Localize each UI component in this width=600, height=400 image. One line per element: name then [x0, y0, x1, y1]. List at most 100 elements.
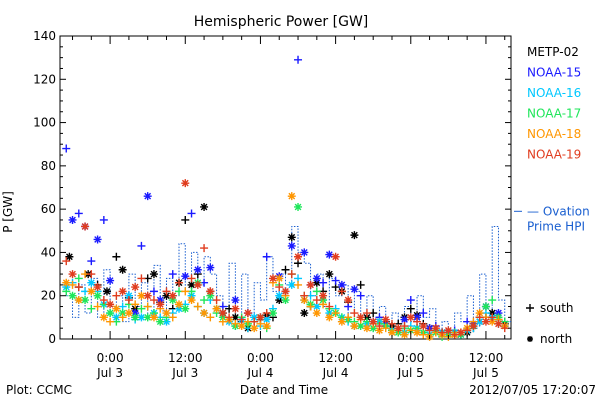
data-point — [481, 302, 490, 311]
x-tick-label-date: Jul 4 — [246, 366, 273, 380]
data-point — [93, 302, 102, 311]
data-point — [62, 144, 71, 153]
data-point — [187, 291, 196, 300]
data-point — [262, 252, 271, 261]
data-point — [413, 317, 422, 326]
data-point — [156, 300, 165, 309]
data-point — [331, 252, 340, 261]
legend: METP-02 NOAA-15 NOAA-16 NOAA-17 NOAA-18 NOAA-… — [526, 45, 581, 346]
data-point — [87, 278, 96, 287]
data-point — [275, 296, 284, 305]
data-point — [488, 317, 497, 326]
data-point — [143, 192, 152, 201]
data-point — [337, 317, 346, 326]
data-point — [149, 287, 158, 296]
x-tick-label-time: 0:00 — [397, 351, 424, 365]
data-point — [99, 296, 108, 305]
data-point — [300, 291, 309, 300]
data-point — [463, 326, 472, 335]
data-point — [312, 302, 321, 311]
data-point — [74, 274, 83, 283]
data-point — [275, 291, 284, 300]
data-point — [237, 322, 246, 331]
data-point — [500, 324, 509, 333]
data-point — [312, 296, 321, 305]
data-point — [481, 317, 490, 326]
data-point — [369, 317, 378, 326]
data-point — [325, 250, 334, 259]
data-point — [62, 278, 71, 287]
data-point — [394, 324, 403, 333]
ovation-label-line1: — Ovation — [527, 204, 590, 218]
data-point — [149, 296, 158, 305]
data-point — [168, 270, 177, 279]
data-point — [93, 283, 102, 292]
data-point — [137, 291, 146, 300]
marker-legend-north: north — [540, 332, 572, 346]
data-point — [281, 296, 290, 305]
data-point — [137, 304, 146, 313]
data-point — [356, 322, 365, 331]
data-point — [193, 302, 202, 311]
data-point — [300, 248, 309, 257]
data-point — [156, 317, 165, 326]
data-point — [106, 309, 115, 318]
data-point — [106, 317, 115, 326]
data-point — [74, 296, 83, 305]
data-point — [93, 291, 102, 300]
data-point — [124, 296, 133, 305]
data-point — [287, 233, 296, 242]
data-point — [406, 296, 415, 305]
x-tick-label-time: 0:00 — [97, 351, 124, 365]
data-point — [187, 209, 196, 218]
data-point — [112, 291, 121, 300]
data-point — [99, 313, 108, 322]
data-point — [488, 313, 497, 322]
timestamp-label: 2012/07/05 17:20:07 — [469, 383, 596, 397]
data-point — [181, 304, 190, 313]
ovation-label-line2: Prime HPI — [527, 219, 585, 233]
data-point — [212, 296, 221, 305]
data-point — [488, 309, 497, 318]
data-point — [419, 322, 428, 331]
data-point — [406, 313, 415, 322]
data-point — [306, 302, 315, 311]
data-point — [300, 296, 309, 305]
data-point — [362, 324, 371, 333]
data-point — [287, 270, 296, 279]
data-point — [131, 313, 140, 322]
data-point — [193, 280, 202, 289]
x-axis-label: Date and Time — [240, 383, 328, 397]
legend-entry-noaa-15: NOAA-15 — [527, 66, 581, 80]
data-point — [137, 274, 146, 283]
data-point — [162, 317, 171, 326]
data-point — [187, 280, 196, 289]
data-point — [450, 330, 459, 339]
data-point — [319, 291, 328, 300]
data-point — [256, 313, 265, 322]
data-point — [431, 324, 440, 333]
data-point — [312, 274, 321, 283]
legend-entry-noaa-17: NOAA-17 — [527, 107, 581, 121]
data-point — [319, 300, 328, 309]
data-point — [200, 296, 209, 305]
data-point — [262, 315, 271, 324]
data-point — [400, 322, 409, 331]
data-point — [74, 283, 83, 292]
data-point — [93, 235, 102, 244]
y-tick-label: 80 — [41, 159, 56, 173]
data-point — [68, 291, 77, 300]
data-point — [168, 313, 177, 322]
data-point — [494, 319, 503, 328]
data-point — [74, 209, 83, 218]
data-point — [294, 280, 303, 289]
data-point — [175, 300, 184, 309]
data-point — [375, 326, 384, 335]
marker-legend-south: south — [540, 301, 574, 315]
y-tick-label: 100 — [33, 116, 56, 130]
data-point — [494, 309, 503, 318]
data-point — [375, 322, 384, 331]
data-point — [294, 202, 303, 211]
x-tick-label-date: Jul 4 — [322, 366, 349, 380]
